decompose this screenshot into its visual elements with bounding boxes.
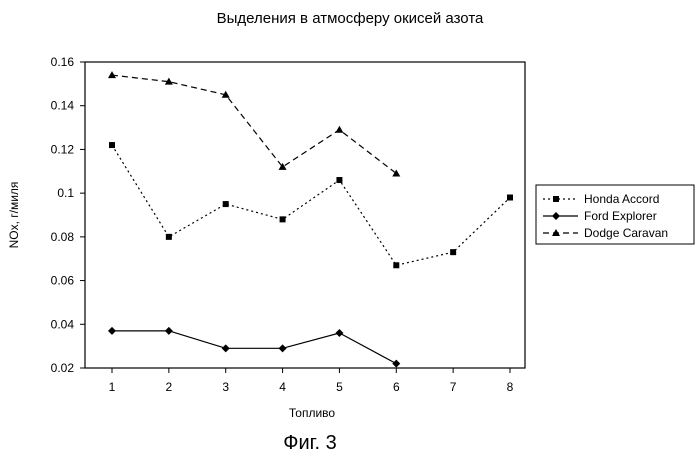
diamond-marker bbox=[335, 329, 343, 337]
series-line-dodge-caravan bbox=[112, 75, 396, 173]
x-tick-label: 2 bbox=[166, 380, 173, 394]
y-tick-label: 0.02 bbox=[51, 361, 75, 375]
square-marker bbox=[280, 216, 286, 222]
legend-label-dodge-caravan: Dodge Caravan bbox=[584, 226, 668, 240]
x-tick-label: 7 bbox=[450, 380, 457, 394]
triangle-marker bbox=[108, 71, 116, 78]
plot-area bbox=[85, 62, 525, 368]
triangle-marker bbox=[392, 169, 400, 176]
x-tick-label: 6 bbox=[393, 380, 400, 394]
y-tick-label: 0.06 bbox=[51, 274, 75, 288]
series-line-ford-explorer bbox=[112, 331, 396, 364]
square-marker bbox=[166, 234, 172, 240]
square-marker bbox=[223, 201, 229, 207]
series-dodge-caravan bbox=[108, 71, 400, 176]
diamond-marker bbox=[165, 327, 173, 335]
y-tick-label: 0.04 bbox=[51, 317, 75, 331]
x-tick-label: 3 bbox=[222, 380, 229, 394]
x-tick-label: 8 bbox=[507, 380, 514, 394]
series-group bbox=[108, 71, 513, 368]
triangle-marker bbox=[335, 126, 343, 133]
square-marker bbox=[553, 196, 559, 202]
square-marker bbox=[450, 249, 456, 255]
y-axis-label: NOx, г/миля bbox=[7, 182, 21, 249]
square-marker bbox=[507, 195, 513, 201]
legend-label-ford-explorer: Ford Explorer bbox=[584, 209, 657, 223]
y-tick-label: 0.1 bbox=[57, 186, 74, 200]
square-marker bbox=[336, 177, 342, 183]
square-marker bbox=[393, 262, 399, 268]
y-tick-label: 0.16 bbox=[51, 55, 75, 69]
x-axis-label: Топливо bbox=[289, 406, 336, 420]
figure-caption: Фиг. 3 bbox=[283, 432, 336, 454]
y-tick-label: 0.08 bbox=[51, 230, 75, 244]
y-tick-label: 0.14 bbox=[51, 99, 75, 113]
diamond-marker bbox=[392, 360, 400, 368]
x-tick-label: 4 bbox=[279, 380, 286, 394]
diamond-marker bbox=[108, 327, 116, 335]
x-tick-label: 5 bbox=[336, 380, 343, 394]
diamond-marker bbox=[222, 344, 230, 352]
legend-label-honda-accord: Honda Accord bbox=[584, 192, 659, 206]
x-tick-label: 1 bbox=[109, 380, 116, 394]
series-honda-accord bbox=[109, 142, 513, 268]
legend: Honda Accord Ford Explorer Dodge Caravan bbox=[536, 185, 694, 244]
series-ford-explorer bbox=[108, 327, 400, 368]
square-marker bbox=[109, 142, 115, 148]
series-line-honda-accord bbox=[112, 145, 510, 265]
chart-title: Выделения в атмосферу окисей азота bbox=[217, 10, 484, 27]
y-tick-label: 0.12 bbox=[51, 142, 75, 156]
x-axis: 1 2 3 4 5 6 7 8 bbox=[109, 368, 514, 394]
y-axis: 0.02 0.04 0.06 0.08 0.1 0.12 0.14 0.16 bbox=[51, 55, 85, 375]
diamond-marker bbox=[279, 344, 287, 352]
